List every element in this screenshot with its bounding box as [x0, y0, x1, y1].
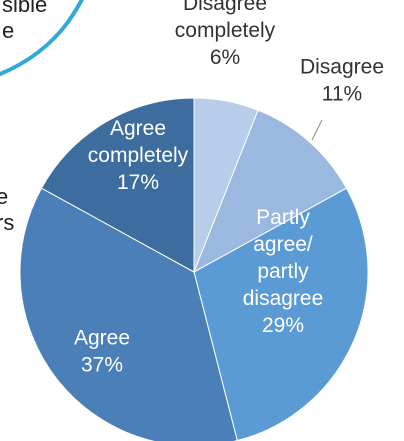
- slice-label: Disagree 11%: [300, 56, 384, 106]
- slice-label: Partly agree/partly disagree 29%: [243, 206, 324, 337]
- cropped-text-line: sible: [2, 0, 48, 17]
- cropped-text-mid: e rs: [0, 184, 14, 236]
- cropped-text-top: sible e: [0, 0, 47, 44]
- slice-label: Agree completely 17%: [88, 117, 189, 194]
- pie-slice: [193, 187, 369, 441]
- pie-slice: [19, 187, 238, 441]
- pie-slice: [40, 97, 195, 273]
- cropped-text-line: rs: [0, 210, 15, 235]
- slice-label: Agree 37%: [74, 327, 130, 377]
- pie-labels: Disagree completely 6% Disagree 11% Partly agr…: [74, 0, 384, 377]
- slice-label: Disagree completely 6%: [175, 0, 276, 69]
- cropped-text-line: e: [2, 18, 15, 43]
- leader-line: [311, 119, 323, 141]
- callout-circle-arc: [0, 0, 84, 77]
- pie-slices: [19, 97, 369, 441]
- cropped-text-line: e: [0, 184, 9, 209]
- pie-slice: [193, 109, 348, 274]
